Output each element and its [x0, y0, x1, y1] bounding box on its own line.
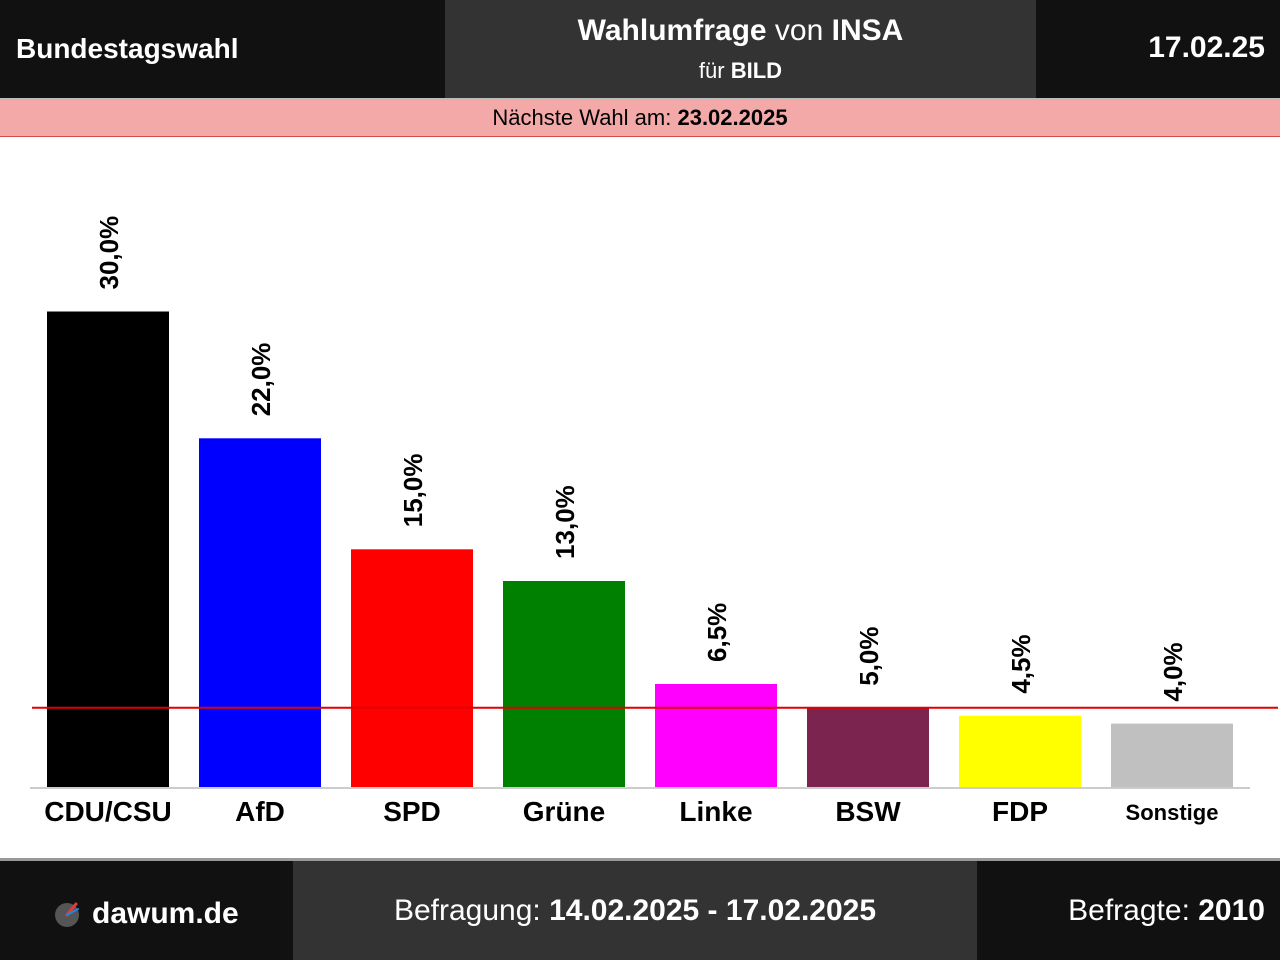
election-name: Bundestagswahl	[16, 33, 239, 64]
category-label: BSW	[835, 796, 901, 827]
respondents: Befragte: 2010	[1068, 894, 1265, 928]
footer-left: dawum.de	[0, 861, 293, 960]
survey-period-label: Befragung:	[393, 894, 541, 927]
respondents-label: Befragte:	[1068, 894, 1190, 927]
survey-period: Befragung: 14.02.2025 - 17.02.2025	[293, 894, 977, 928]
brand[interactable]: dawum.de	[54, 897, 239, 931]
bar-cdu-csu	[47, 311, 169, 787]
value-label: 30,0%	[94, 216, 124, 290]
header-divider	[0, 98, 1280, 100]
value-label: 15,0%	[398, 454, 428, 528]
next-election-banner: Nächste Wahl am: 23.02.2025	[0, 100, 1280, 137]
value-label: 4,0%	[1158, 642, 1188, 701]
bar-afd	[199, 438, 321, 787]
value-label: 13,0%	[550, 485, 580, 559]
footer-center: Befragung: 14.02.2025 - 17.02.2025	[293, 861, 977, 960]
poll-client-prefix: für	[698, 58, 725, 83]
poll-institute: INSA	[831, 14, 904, 47]
category-label: Linke	[679, 796, 752, 827]
respondents-value: 2010	[1198, 894, 1265, 927]
poll-title: Wahlumfrage von INSA	[445, 14, 1036, 48]
poll-title-connector: von	[774, 14, 824, 47]
poll-date: 17.02.25	[1148, 31, 1265, 64]
next-election-date: 23.02.2025	[677, 105, 788, 130]
poll-bar-chart: 30,0% CDU/CSU 22,0% AfD 15,0% SPD 13,0% Grüne 6,…	[30, 216, 1278, 827]
value-label: 6,5%	[702, 603, 732, 662]
bar-bsw	[807, 707, 929, 788]
bar-spd	[351, 549, 473, 788]
survey-period-value: 14.02.2025 - 17.02.2025	[549, 894, 877, 927]
value-label: 22,0%	[246, 343, 276, 417]
poll-title-main: Wahlumfrage	[577, 14, 767, 47]
category-label: CDU/CSU	[44, 796, 172, 827]
footer-divider	[0, 858, 1280, 861]
header-center: Wahlumfrage von INSA für BILD	[445, 0, 1036, 98]
category-label: SPD	[383, 796, 441, 827]
category-label: Sonstige	[1126, 800, 1219, 825]
value-label: 5,0%	[854, 626, 884, 685]
category-label: AfD	[235, 796, 285, 827]
poll-client-name: BILD	[730, 58, 783, 83]
bar-gr-ne	[503, 581, 625, 787]
bar-sonstige	[1111, 723, 1233, 787]
footer-right: Befragte: 2010	[977, 861, 1280, 960]
header-bar: Bundestagswahl Wahlumfrage von INSA für …	[0, 0, 1280, 98]
dawum-logo-icon	[55, 902, 79, 927]
value-label: 4,5%	[1006, 634, 1036, 693]
category-label: FDP	[992, 796, 1048, 827]
category-label: Grüne	[523, 796, 605, 827]
brand-name: dawum.de	[92, 897, 239, 930]
bar-fdp	[959, 715, 1081, 787]
header-left: Bundestagswahl	[0, 0, 445, 98]
poll-client: für BILD	[445, 58, 1036, 84]
next-election-label: Nächste Wahl am:	[492, 105, 672, 130]
bar-linke	[655, 684, 777, 787]
header-right: 17.02.25	[1036, 0, 1280, 98]
